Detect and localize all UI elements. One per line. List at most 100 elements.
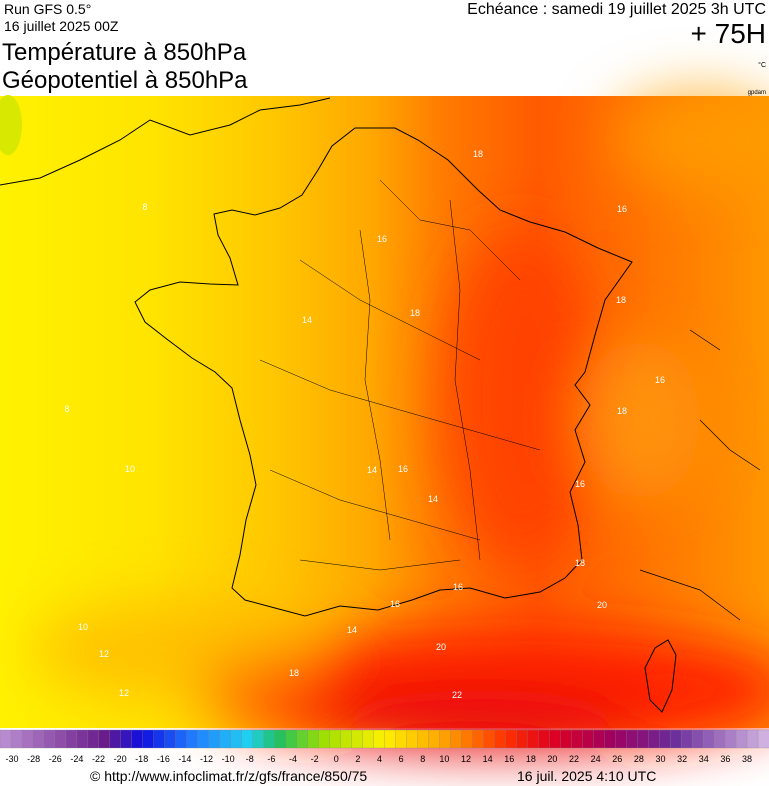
colorbar-cell	[680, 729, 693, 749]
colorbar-tick-label: 10	[439, 754, 449, 764]
colorbar-cell	[285, 729, 298, 749]
colorbar-cell	[54, 729, 67, 749]
colorbar-cell	[362, 729, 375, 749]
colorbar-tick-label: -24	[70, 754, 83, 764]
contour-label: 14	[428, 494, 438, 504]
colorbar-tick-label: 12	[461, 754, 471, 764]
contour-label: 12	[119, 688, 129, 698]
colorbar-cell	[648, 729, 660, 749]
colorbar-cell	[142, 729, 155, 749]
contour-label: 20	[436, 642, 446, 652]
contour-label: 12	[99, 649, 109, 659]
colorbar-tick-label: 8	[420, 754, 425, 764]
colorbar-tick-label: 36	[720, 754, 730, 764]
colorbar-cell	[571, 729, 583, 749]
colorbar-cell	[131, 729, 144, 749]
colorbar-cell	[87, 729, 100, 749]
valid-time: Echéance : samedi 19 juillet 2025 3h UTC	[467, 1, 766, 18]
contour-label: 10	[125, 464, 135, 474]
run-label: Run GFS 0.5°	[4, 1, 91, 17]
colorbar-tick-label: -14	[178, 754, 191, 764]
colorbar-tick-label: 0	[334, 754, 339, 764]
colorbar-cell	[263, 729, 276, 749]
contour-label: 16	[575, 479, 585, 489]
colorbar-cell	[658, 729, 671, 749]
colorbar-tick-label: 20	[547, 754, 557, 764]
colorbar-cell	[461, 729, 474, 749]
footer-source: © http://www.infoclimat.fr/z/gfs/france/…	[90, 768, 367, 784]
colorbar-cell	[691, 729, 704, 749]
colorbar-cell	[252, 729, 265, 749]
colorbar-cell	[604, 729, 616, 749]
colorbar-cell	[296, 729, 309, 749]
colorbar-tick-label: 30	[656, 754, 666, 764]
colorbar-tick-label: 22	[569, 754, 579, 764]
colorbar-cell	[582, 729, 594, 749]
colorbar-cell	[230, 729, 243, 749]
colorbar-cell	[735, 729, 748, 749]
run-date: 16 juillet 2025 00Z	[4, 18, 119, 34]
colorbar-tick-label: 24	[591, 754, 601, 764]
colorbar-tick-label: -26	[49, 754, 62, 764]
colorbar-cell	[483, 729, 496, 749]
colorbar-cell	[197, 729, 210, 749]
lead-time: + 75H	[691, 18, 767, 49]
contour-label: 16	[377, 234, 387, 244]
colorbar-cell	[120, 729, 133, 749]
credit: gpdam	[748, 90, 766, 96]
colorbar-cell	[439, 729, 452, 749]
colorbar-cell	[472, 729, 485, 749]
colorbar-tick-label: 18	[526, 754, 536, 764]
colorbar-tick-label: -2	[311, 754, 319, 764]
colorbar-cell	[21, 729, 34, 749]
colorbar-cell	[494, 729, 506, 749]
colorbar-cell	[549, 729, 561, 749]
colorbar-tick-label: 16	[504, 754, 514, 764]
colorbar-tick-label: 26	[612, 754, 622, 764]
colorbar-tick-label: 32	[677, 754, 687, 764]
contour-label: 18	[289, 668, 299, 678]
title-line-2: Géopotentiel à 850hPa	[2, 67, 248, 94]
colorbar-cell	[373, 729, 386, 749]
colorbar-tick-label: 28	[634, 754, 644, 764]
unit: °C	[758, 61, 766, 69]
coastlines-borders	[0, 97, 761, 713]
colorbar-cell	[450, 729, 463, 749]
contour-label: 16	[453, 582, 463, 592]
colorbar-cell	[307, 729, 320, 749]
colorbar-cell	[395, 729, 408, 749]
colorbar-tick-label: -8	[246, 754, 254, 764]
colorbar-cell	[164, 729, 177, 749]
colorbar-cell	[98, 729, 111, 749]
colorbar-cell	[32, 729, 45, 749]
contour-label: 16	[617, 204, 627, 214]
contour-labels: 18 16 18 16 18 16 18 20 22 18 16 14 12 10 8 10 12 14 14 16 1…	[64, 149, 665, 700]
colorbar-cell	[757, 729, 769, 749]
colorbar-cell	[0, 729, 12, 749]
colorbar-cell	[241, 729, 254, 749]
colorbar-tick-label: -18	[135, 754, 148, 764]
colorbar-cell	[593, 729, 605, 749]
colorbar-cell	[318, 729, 331, 749]
colorbar-cell	[669, 729, 682, 749]
contour-label: 20	[597, 600, 607, 610]
colorbar-tick-label: -10	[222, 754, 235, 764]
colorbar-cell	[560, 729, 572, 749]
colorbar-cell	[384, 729, 397, 749]
colorbar-cell	[153, 729, 166, 749]
colorbar-cell	[351, 729, 364, 749]
colorbar-cell	[186, 729, 199, 749]
colorbar-cell	[615, 729, 627, 749]
colorbar-cell	[340, 729, 353, 749]
colorbar-cell	[43, 729, 56, 749]
colorbar-cell	[428, 729, 441, 749]
colorbar-cell	[406, 729, 419, 749]
colorbar-tick-label: -30	[5, 754, 18, 764]
contour-label: 16	[655, 375, 665, 385]
contour-label: 18	[473, 149, 483, 159]
colorbar-cell	[208, 729, 221, 749]
colorbar-tick-label: 34	[699, 754, 709, 764]
colorbar-cell	[175, 729, 188, 749]
